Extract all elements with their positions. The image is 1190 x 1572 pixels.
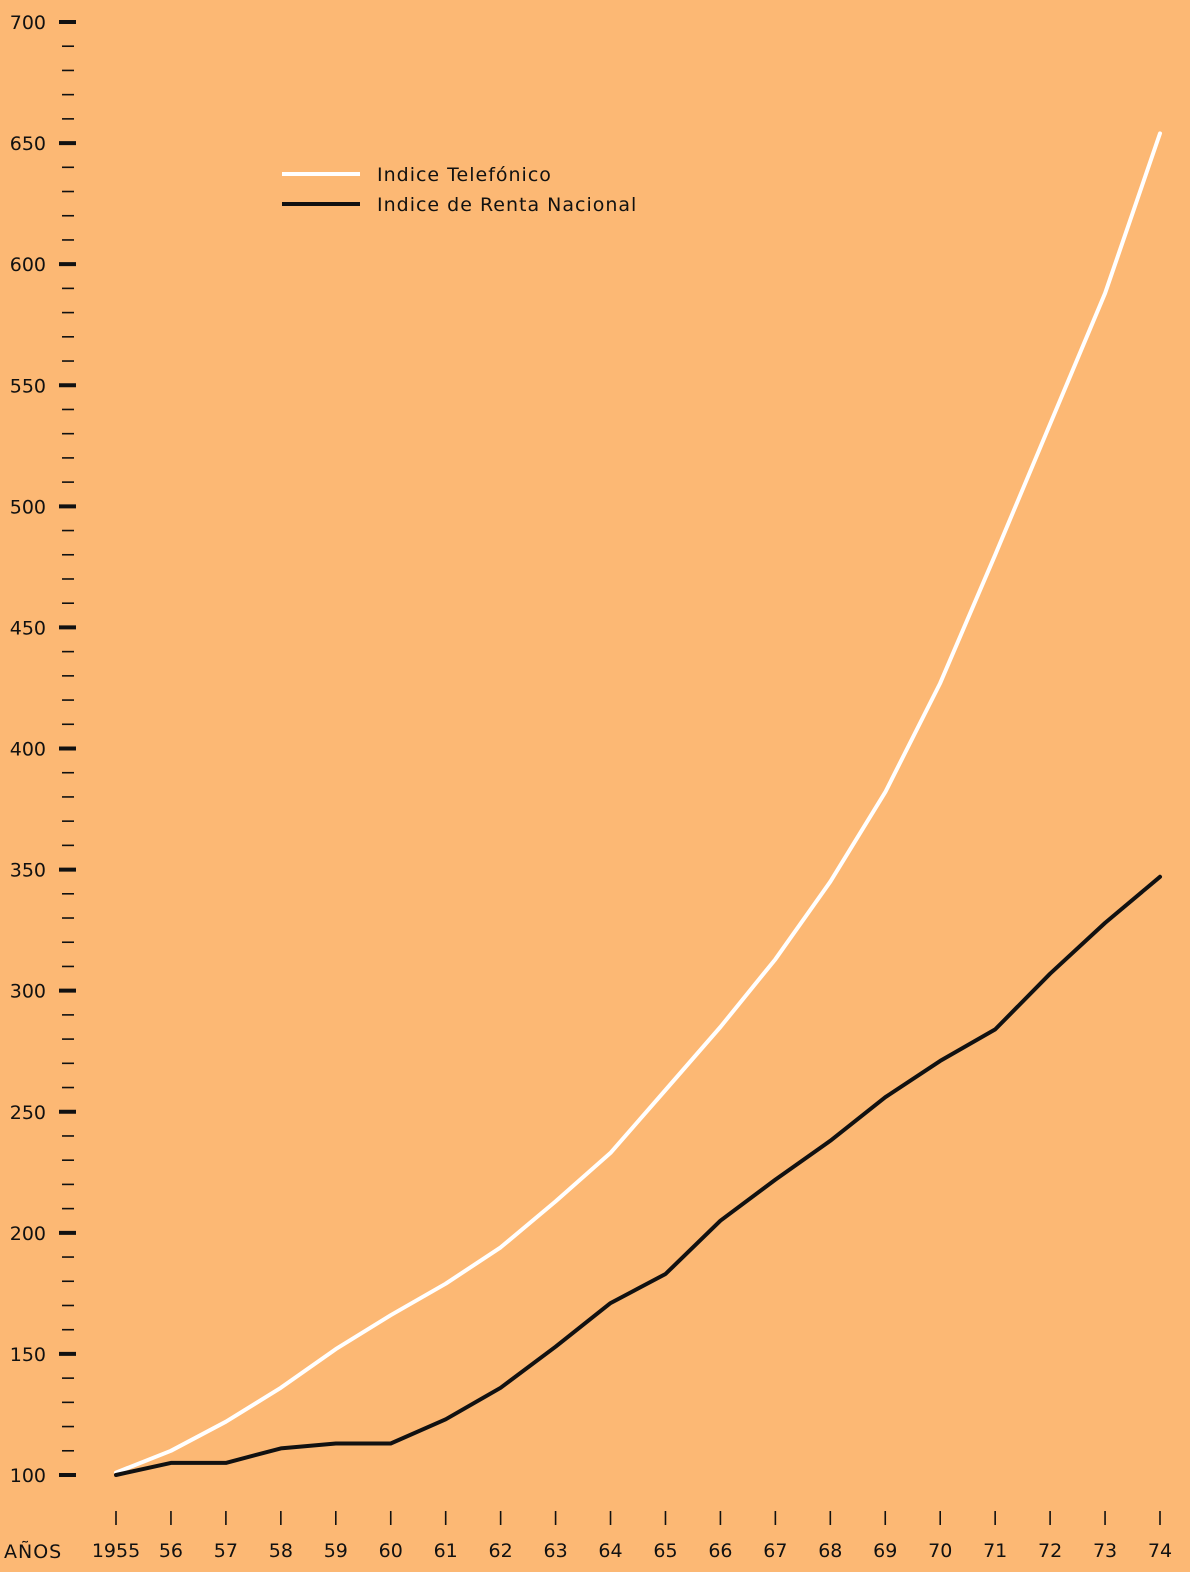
x-tick-label: 58: [269, 1540, 293, 1562]
data-point: [555, 1201, 556, 1202]
y-tick-label: 500: [10, 496, 46, 518]
series-line: [114, 131, 1162, 1475]
data-point: [170, 1462, 171, 1463]
x-tick-label: 1955: [92, 1540, 140, 1562]
y-tick-label: 450: [10, 617, 46, 639]
data-point: [280, 1387, 281, 1388]
x-tick-label: 64: [598, 1540, 622, 1562]
data-point: [225, 1421, 226, 1422]
data-point: [445, 1283, 446, 1284]
data-point: [335, 1349, 336, 1350]
data-point: [1105, 922, 1106, 923]
data-point: [445, 1419, 446, 1420]
x-tick-label: 71: [983, 1540, 1007, 1562]
y-tick-label: 700: [10, 12, 46, 34]
x-tick-label: 67: [763, 1540, 787, 1562]
data-point: [830, 1140, 831, 1141]
data-point: [116, 1475, 117, 1476]
data-point: [335, 1443, 336, 1444]
data-point: [1160, 876, 1161, 877]
x-tick-label: 61: [434, 1540, 458, 1562]
x-tick-label: 56: [159, 1540, 183, 1562]
y-tick-label: 400: [10, 739, 46, 761]
data-point: [390, 1315, 391, 1316]
x-tick-label: 63: [543, 1540, 567, 1562]
series-layer: [114, 131, 1162, 1477]
y-tick-label: 600: [10, 254, 46, 276]
data-point: [1050, 973, 1051, 974]
data-point: [775, 959, 776, 960]
data-point: [500, 1387, 501, 1388]
data-point: [1050, 423, 1051, 424]
y-tick-label: 350: [10, 860, 46, 882]
y-tick-label: 100: [10, 1465, 46, 1487]
x-tick-label: 59: [324, 1540, 348, 1562]
y-tick-label: 650: [10, 133, 46, 155]
data-point: [170, 1450, 171, 1451]
x-tick-label: 69: [873, 1540, 897, 1562]
data-point: [225, 1462, 226, 1463]
data-point: [940, 683, 941, 684]
data-point: [995, 1029, 996, 1030]
data-point: [610, 1152, 611, 1153]
y-tick-label: 550: [10, 375, 46, 397]
x-tick-label: 60: [379, 1540, 403, 1562]
data-point: [500, 1247, 501, 1248]
data-point: [665, 1274, 666, 1275]
data-point: [720, 1220, 721, 1221]
series-line: [114, 874, 1162, 1477]
x-tick-label: 57: [214, 1540, 238, 1562]
data-point: [280, 1448, 281, 1449]
data-point: [610, 1303, 611, 1304]
data-point: [885, 792, 886, 793]
data-point: [775, 1179, 776, 1180]
x-tick-label: 73: [1093, 1540, 1117, 1562]
data-point: [555, 1346, 556, 1347]
data-point: [1105, 293, 1106, 294]
legend-label: Indice de Renta Nacional: [377, 194, 637, 216]
legend-label: Indice Telefónico: [377, 164, 552, 186]
x-tick-label: 72: [1038, 1540, 1062, 1562]
x-tick-label: 66: [708, 1540, 732, 1562]
x-tick-label: 74: [1148, 1540, 1172, 1562]
y-axis: 100 150 200 250 300 350 400 450 500 550 600 650 700: [10, 12, 76, 1487]
y-tick-label: 300: [10, 981, 46, 1003]
y-tick-label: 250: [10, 1102, 46, 1124]
legend: Indice Telefónico Indice de Renta Naciona…: [282, 164, 637, 216]
x-tick-label: 68: [818, 1540, 842, 1562]
x-tick-label: 62: [489, 1540, 513, 1562]
x-axis: AÑOS 1955 56 57 58 59 60 61 62 63 64 65 66 67 68 69 70 7…: [4, 1511, 1172, 1563]
data-point: [720, 1026, 721, 1027]
x-tick-label: 70: [928, 1540, 952, 1562]
data-point: [1160, 133, 1161, 134]
x-tick-label: 65: [653, 1540, 677, 1562]
y-tick-label: 150: [10, 1344, 46, 1366]
data-point: [940, 1060, 941, 1061]
data-point: [885, 1097, 886, 1098]
y-tick-label: 200: [10, 1223, 46, 1245]
data-point: [665, 1089, 666, 1090]
data-point: [390, 1443, 391, 1444]
data-point: [830, 881, 831, 882]
data-point: [995, 554, 996, 555]
x-axis-title: AÑOS: [4, 1540, 62, 1563]
